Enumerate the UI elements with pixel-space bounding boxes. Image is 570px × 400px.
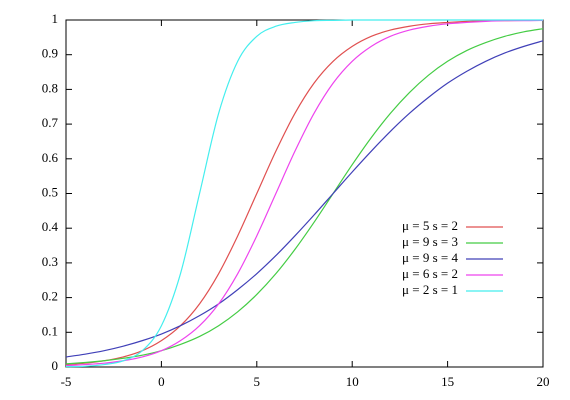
line [65, 40, 544, 358]
y-tick-label: 0 [52, 358, 59, 373]
y-tick-label: 0.6 [42, 150, 59, 165]
y-tick-label: 0.1 [42, 323, 58, 338]
legend-label: μ = 9 s = 4 [402, 250, 458, 265]
x-tick-label: 10 [346, 374, 359, 389]
legend-label: μ = 6 s = 2 [402, 266, 458, 281]
line [65, 19, 544, 367]
y-tick-label: 0.8 [42, 80, 58, 95]
x-tick-label: 15 [441, 374, 454, 389]
plot-frame [65, 19, 544, 368]
legend-label: μ = 5 s = 2 [402, 218, 458, 233]
y-tick-label: 0.4 [42, 219, 59, 234]
y-tick-label: 0.2 [42, 289, 58, 304]
line [65, 28, 544, 365]
y-tick-label: 0.3 [42, 254, 58, 269]
x-tick-label: 20 [537, 374, 550, 389]
y-tick-label: 0.9 [42, 46, 58, 61]
x-tick-label: 0 [158, 374, 165, 389]
y-tick-label: 1 [52, 11, 59, 26]
legend-label: μ = 9 s = 3 [402, 234, 458, 249]
line [65, 19, 543, 368]
line [65, 19, 544, 366]
legend-label: μ = 2 s = 1 [402, 282, 458, 297]
x-tick-label: -5 [61, 374, 72, 389]
x-tick-label: 5 [254, 374, 261, 389]
y-tick-label: 0.7 [42, 115, 59, 130]
y-tick-label: 0.5 [42, 184, 58, 199]
